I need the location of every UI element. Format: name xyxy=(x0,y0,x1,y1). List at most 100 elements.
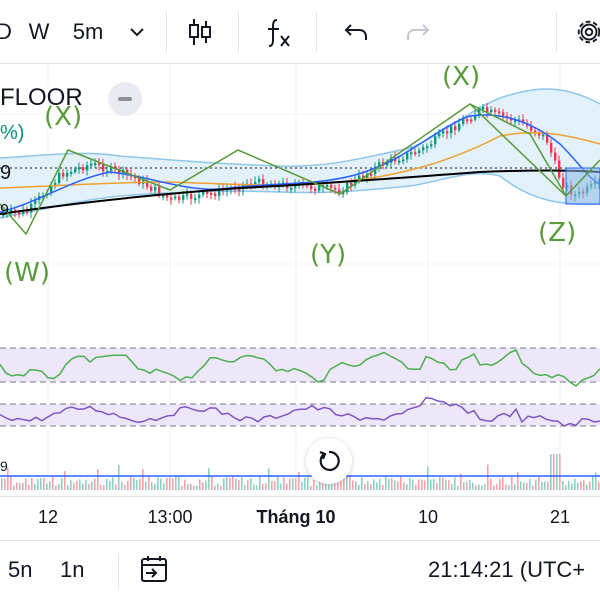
candle-body xyxy=(170,197,173,200)
time-tick: 10 xyxy=(417,507,439,527)
volume-bar xyxy=(310,485,312,490)
candles-icon[interactable] xyxy=(180,14,220,50)
volume-bar xyxy=(70,479,72,490)
range-1n-button[interactable]: 1n xyxy=(60,557,85,582)
volume-bar xyxy=(13,485,15,490)
price-chart[interactable] xyxy=(0,64,600,496)
volume-bar xyxy=(334,477,336,490)
volume-bar xyxy=(19,483,21,490)
volume-bar xyxy=(259,476,261,490)
time-tick: Tháng 10 xyxy=(256,507,336,527)
volume-bar xyxy=(364,483,366,490)
volume-bar xyxy=(247,480,249,490)
candle-body xyxy=(414,152,417,155)
volume-bar xyxy=(520,481,522,490)
volume-bar xyxy=(511,476,513,490)
interval-w-button[interactable]: W xyxy=(28,19,50,44)
chart-area[interactable] xyxy=(0,64,600,496)
candle-body xyxy=(538,132,541,136)
volume-bar xyxy=(88,483,90,490)
candle-body xyxy=(370,173,373,176)
gear-icon[interactable] xyxy=(574,14,600,50)
candle-body xyxy=(410,152,413,155)
volume-bar xyxy=(292,478,294,490)
reset-chart-button[interactable] xyxy=(306,438,352,484)
candle-body xyxy=(462,119,465,124)
symbol-name[interactable]: FLOOR xyxy=(0,84,83,112)
volume-bar xyxy=(535,479,537,490)
volume-bar xyxy=(148,476,150,490)
volume-bar xyxy=(175,476,177,490)
interval-current-button[interactable]: 5m xyxy=(72,19,104,44)
time-tick: 13:00 xyxy=(147,507,193,527)
candle-body xyxy=(430,144,433,147)
volume-bar xyxy=(94,478,96,490)
volume-bar xyxy=(367,481,369,490)
volume-bar xyxy=(370,484,372,490)
stoch-line xyxy=(0,396,600,427)
candle-body xyxy=(174,196,177,199)
reset-icon xyxy=(319,450,340,472)
volume-bar xyxy=(124,484,126,490)
volume-bar xyxy=(529,478,531,490)
volume-bar xyxy=(244,485,246,490)
interval-d-button[interactable]: D xyxy=(0,19,12,44)
candle-body xyxy=(182,195,185,200)
volume-bar xyxy=(373,479,375,490)
candle-body xyxy=(402,159,405,162)
candle-body xyxy=(466,119,469,122)
volume-bar xyxy=(202,482,204,490)
candle-body xyxy=(326,184,329,187)
volume-bar xyxy=(598,482,600,490)
volume-bar xyxy=(556,454,558,490)
candle-body xyxy=(214,193,217,197)
volume-bar xyxy=(16,482,18,490)
volume-bar xyxy=(280,483,282,490)
chevron-down-icon[interactable] xyxy=(122,14,152,50)
candle-body xyxy=(106,170,109,173)
volume-bar xyxy=(37,478,39,490)
volume-bar xyxy=(157,477,159,490)
time-axis[interactable]: 12 13:00 Tháng 10 10 21 xyxy=(0,496,600,532)
redo-icon[interactable] xyxy=(398,14,438,50)
undo-icon[interactable] xyxy=(336,14,376,50)
volume-bar xyxy=(430,479,432,490)
candle-body xyxy=(114,166,117,169)
candle-body xyxy=(454,126,457,131)
toolbar-divider xyxy=(166,12,167,52)
wave-label-z: (Z) xyxy=(538,218,577,248)
volume-bar xyxy=(100,484,102,490)
volume-bar xyxy=(391,478,393,490)
range-5n-button[interactable]: 5n xyxy=(8,557,33,582)
candle-body xyxy=(494,109,497,112)
candle-body xyxy=(118,168,121,175)
fx-icon[interactable] xyxy=(258,14,298,50)
volume-bar xyxy=(328,484,330,490)
candle-body xyxy=(138,178,141,184)
volume-bar xyxy=(163,483,165,490)
candle-body xyxy=(358,175,361,180)
collapse-legend-button[interactable] xyxy=(108,82,142,116)
volume-bar xyxy=(28,484,30,490)
candle-body xyxy=(318,185,321,191)
volume-bar xyxy=(388,478,390,490)
minus-icon xyxy=(118,97,132,101)
volume-bar xyxy=(64,471,66,490)
volume-bar xyxy=(115,484,117,490)
volume-bar xyxy=(490,478,492,490)
volume-bar xyxy=(574,478,576,490)
candle-body xyxy=(22,210,25,214)
volume-bar xyxy=(262,483,264,490)
volume-bar xyxy=(454,477,456,490)
candle-body xyxy=(202,191,205,195)
volume-bar xyxy=(217,483,219,490)
calendar-goto-icon[interactable] xyxy=(140,555,170,589)
change-percent: %) xyxy=(0,122,25,144)
volume-bar xyxy=(73,483,75,490)
volume-bar xyxy=(10,476,12,490)
volume-bar xyxy=(238,480,240,490)
candle-body xyxy=(342,192,345,195)
volume-bar xyxy=(436,482,438,490)
candle-body xyxy=(50,185,53,194)
clock-timezone[interactable]: 21:14:21 (UTC+ xyxy=(428,557,586,582)
